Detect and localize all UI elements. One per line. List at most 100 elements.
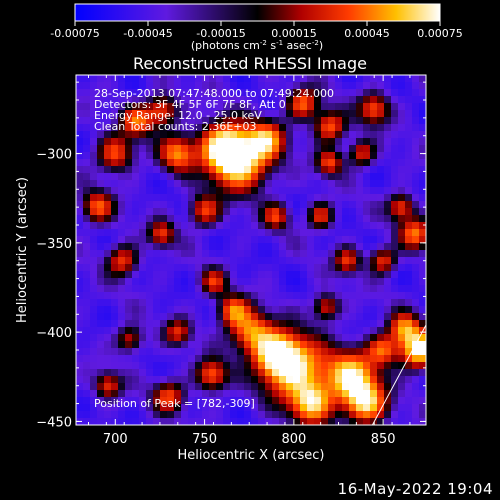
heatmap-cell <box>272 243 280 251</box>
heatmap-cell <box>300 404 308 412</box>
heatmap-cell <box>167 397 175 405</box>
heatmap-cell <box>118 285 126 293</box>
heatmap-cell <box>97 208 105 216</box>
heatmap-cell <box>349 404 357 412</box>
heatmap-cell <box>90 117 98 125</box>
heatmap-cell <box>314 173 322 181</box>
heatmap-cell <box>76 285 84 293</box>
heatmap-cell <box>216 264 224 272</box>
heatmap-cell <box>160 124 168 132</box>
heatmap-cell <box>258 292 266 300</box>
heatmap-cell <box>300 152 308 160</box>
heatmap-cell <box>328 103 336 111</box>
heatmap-cell <box>146 152 154 160</box>
heatmap-cell <box>363 376 371 384</box>
heatmap-cell <box>76 89 84 97</box>
heatmap-cell <box>195 152 203 160</box>
heatmap-cell <box>412 257 420 265</box>
heatmap-cell <box>412 180 420 188</box>
heatmap-cell <box>223 152 231 160</box>
heatmap-cell <box>244 187 252 195</box>
heatmap-cell <box>307 145 315 153</box>
heatmap-cell <box>265 383 273 391</box>
heatmap-cell <box>251 334 259 342</box>
heatmap-cell <box>223 299 231 307</box>
heatmap-cell <box>90 138 98 146</box>
heatmap-cell <box>223 96 231 104</box>
heatmap-cell <box>237 124 245 132</box>
heatmap-cell <box>419 313 427 321</box>
heatmap-cell <box>90 75 98 83</box>
heatmap-cell <box>209 404 217 412</box>
heatmap-cell <box>118 306 126 314</box>
y-tick-label: −300 <box>36 148 72 163</box>
heatmap-cell <box>265 313 273 321</box>
heatmap-cell <box>328 306 336 314</box>
heatmap-cell <box>419 159 427 167</box>
heatmap-cell <box>230 236 238 244</box>
heatmap-cell <box>328 82 336 90</box>
heatmap-cell <box>132 229 140 237</box>
heatmap-cell <box>181 75 189 83</box>
heatmap-cell <box>139 341 147 349</box>
heatmap-cell <box>363 292 371 300</box>
heatmap-cell <box>398 404 406 412</box>
heatmap-cell <box>125 138 133 146</box>
heatmap-cell <box>356 250 364 258</box>
heatmap-cell <box>97 355 105 363</box>
heatmap-cell <box>321 411 329 419</box>
heatmap-cell <box>160 327 168 335</box>
heatmap-cell <box>223 285 231 293</box>
heatmap-cell <box>153 110 161 118</box>
heatmap-cell <box>174 411 182 419</box>
heatmap-cell <box>139 103 147 111</box>
heatmap-cell <box>328 334 336 342</box>
heatmap-cell <box>300 145 308 153</box>
heatmap-cell <box>384 299 392 307</box>
heatmap-cell <box>104 411 112 419</box>
heatmap-cell <box>160 187 168 195</box>
heatmap-cell <box>272 229 280 237</box>
heatmap-cell <box>300 320 308 328</box>
heatmap-cell <box>335 327 343 335</box>
heatmap-cell <box>237 82 245 90</box>
heatmap-cell <box>349 124 357 132</box>
heatmap-cell <box>412 404 420 412</box>
heatmap-cell <box>244 201 252 209</box>
heatmap-cell <box>300 243 308 251</box>
heatmap-cell <box>118 278 126 286</box>
heatmap-cell <box>146 369 154 377</box>
heatmap-cell <box>132 250 140 258</box>
heatmap-cell <box>244 306 252 314</box>
heatmap-cell <box>237 299 245 307</box>
heatmap-cell <box>132 82 140 90</box>
heatmap-cell <box>216 103 224 111</box>
heatmap-cell <box>307 292 315 300</box>
heatmap-cell <box>419 138 427 146</box>
heatmap-cell <box>314 222 322 230</box>
heatmap-cell <box>139 390 147 398</box>
heatmap-cell <box>167 131 175 139</box>
heatmap-cell <box>167 75 175 83</box>
heatmap-cell <box>419 411 427 419</box>
heatmap-cell <box>97 327 105 335</box>
heatmap-cell <box>300 376 308 384</box>
heatmap-cell <box>293 82 301 90</box>
heatmap-cell <box>230 348 238 356</box>
heatmap-cell <box>300 418 308 426</box>
heatmap-cell <box>167 229 175 237</box>
heatmap-cell <box>279 404 287 412</box>
heatmap-cell <box>335 201 343 209</box>
heatmap-cell <box>230 96 238 104</box>
heatmap-cell <box>377 250 385 258</box>
heatmap-cell <box>97 292 105 300</box>
heatmap-cell <box>174 187 182 195</box>
heatmap-cell <box>342 383 350 391</box>
heatmap-cell <box>272 376 280 384</box>
heatmap-cell <box>195 173 203 181</box>
heatmap-cell <box>188 131 196 139</box>
heatmap-cell <box>160 96 168 104</box>
heatmap-cell <box>328 215 336 223</box>
heatmap-cell <box>90 236 98 244</box>
heatmap-cell <box>398 208 406 216</box>
